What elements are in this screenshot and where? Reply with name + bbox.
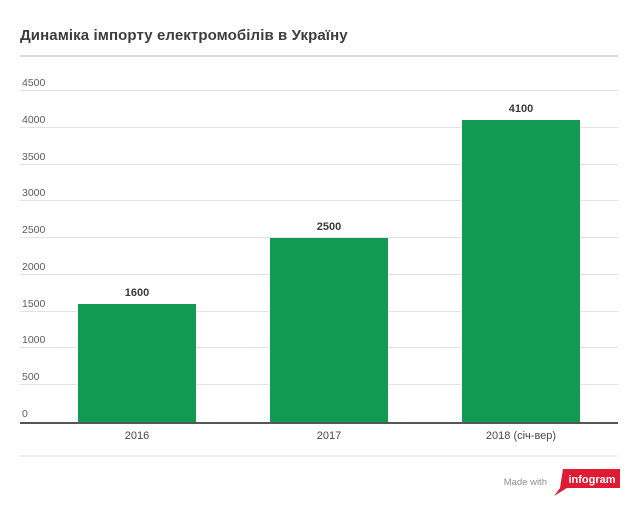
x-axis-baseline [20,422,618,424]
title-divider [20,55,618,57]
gridline [20,200,618,202]
y-axis-tick-label: 500 [22,371,40,384]
chart-title: Динаміка імпорту електромобілів в Україн… [20,27,348,44]
x-axis-tick-label: 2017 [316,430,342,442]
made-with-label: Made with [503,477,547,488]
y-axis-tick-label: 0 [22,408,28,420]
y-axis-tick-label: 4000 [22,113,46,126]
bar[interactable] [78,304,196,422]
y-axis-tick-label: 4500 [22,77,46,89]
gridline [20,237,618,239]
y-axis-tick-label: 3000 [22,187,46,200]
y-axis-tick-label: 2000 [22,260,46,273]
bar-value-label: 1600 [124,287,150,300]
y-axis-tick-label: 3500 [22,150,46,163]
footer: Made with infogram [504,469,620,496]
y-axis-tick-label: 1500 [22,297,46,310]
bar[interactable] [270,238,388,422]
plot-area: 0 500 1000 1500 2000 2500 3000 3500 4000 4500 1600… [20,77,618,442]
bar-value-label: 4100 [508,103,534,116]
x-axis-tick-label: 2016 [124,430,150,442]
logo-bubble-shape [554,469,620,496]
bar[interactable] [462,120,580,422]
footer-divider [20,455,618,457]
bar-value-label: 2500 [316,221,342,234]
x-axis-tick-label: 2018 (січ-вер) [485,430,557,442]
gridline [20,90,618,91]
gridline [20,163,618,165]
infogram-logo-text: infogram [568,474,615,486]
infogram-logo-icon[interactable]: infogram [554,469,620,496]
y-axis-tick-label: 1000 [22,334,46,347]
gridline [20,126,618,128]
y-axis-tick-label: 2500 [22,224,46,237]
